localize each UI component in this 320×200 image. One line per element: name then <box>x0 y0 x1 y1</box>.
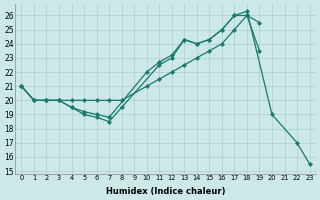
X-axis label: Humidex (Indice chaleur): Humidex (Indice chaleur) <box>106 187 225 196</box>
